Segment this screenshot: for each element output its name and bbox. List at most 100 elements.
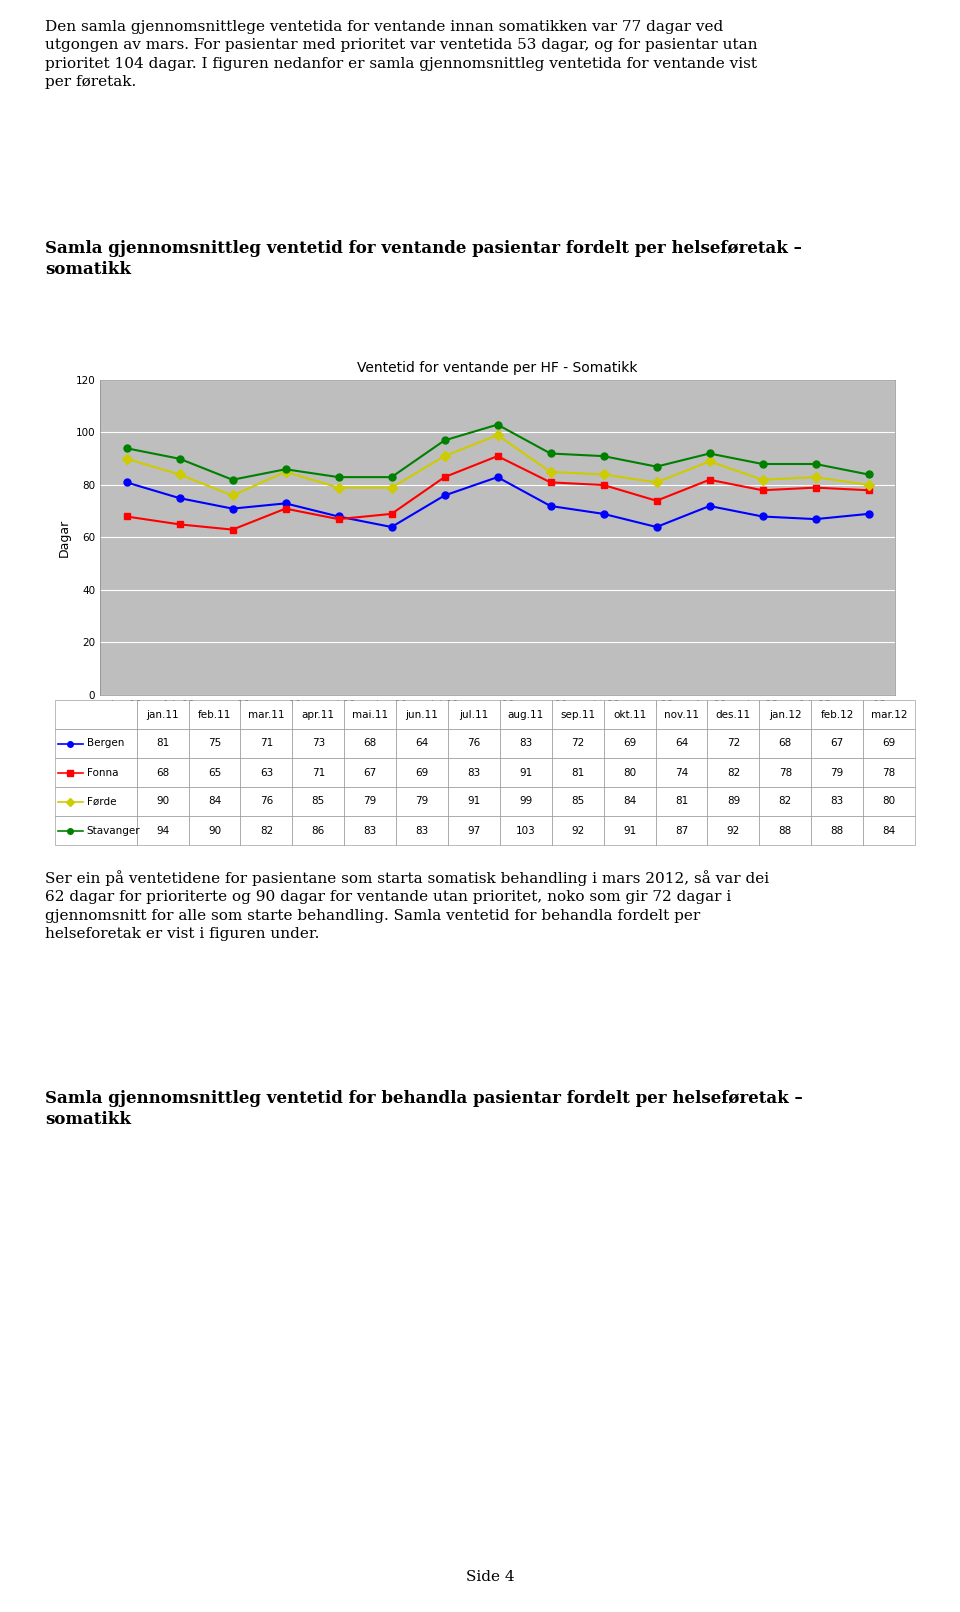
Text: apr.11: apr.11 <box>301 709 335 719</box>
Bar <box>345 729 396 758</box>
Text: 84: 84 <box>882 825 896 835</box>
Text: 81: 81 <box>675 796 688 806</box>
Bar <box>396 816 448 845</box>
Text: 79: 79 <box>830 767 844 777</box>
Bar <box>552 729 604 758</box>
Text: Ser ein på ventetidene for pasientane som starta somatisk behandling i mars 2012: Ser ein på ventetidene for pasientane so… <box>45 870 769 941</box>
Bar <box>552 816 604 845</box>
Bar <box>55 758 136 787</box>
Bar <box>759 700 811 729</box>
Text: 71: 71 <box>312 767 324 777</box>
Bar <box>240 816 293 845</box>
Text: 91: 91 <box>519 767 533 777</box>
Bar <box>656 816 708 845</box>
Bar <box>552 787 604 816</box>
Text: 82: 82 <box>727 767 740 777</box>
Bar <box>55 816 136 845</box>
Bar <box>604 787 656 816</box>
Text: 85: 85 <box>571 796 585 806</box>
Text: 68: 68 <box>364 738 377 748</box>
Text: 79: 79 <box>416 796 429 806</box>
Text: 69: 69 <box>882 738 896 748</box>
Bar <box>448 700 500 729</box>
Bar <box>240 729 293 758</box>
Text: 76: 76 <box>468 738 481 748</box>
Bar <box>811 729 863 758</box>
Bar <box>708 729 759 758</box>
Text: 83: 83 <box>830 796 844 806</box>
Text: des.11: des.11 <box>716 709 751 719</box>
Text: 92: 92 <box>571 825 585 835</box>
Text: Fonna: Fonna <box>86 767 118 777</box>
Bar <box>293 787 345 816</box>
Text: 83: 83 <box>364 825 377 835</box>
Text: 90: 90 <box>208 825 221 835</box>
Text: 89: 89 <box>727 796 740 806</box>
Text: 99: 99 <box>519 796 533 806</box>
Title: Ventetid for ventande per HF - Somatikk: Ventetid for ventande per HF - Somatikk <box>357 361 637 374</box>
Bar <box>863 787 915 816</box>
Bar <box>55 729 136 758</box>
Text: mai.11: mai.11 <box>352 709 388 719</box>
Bar <box>448 758 500 787</box>
Text: nov.11: nov.11 <box>664 709 699 719</box>
Bar <box>708 787 759 816</box>
Text: 76: 76 <box>260 796 273 806</box>
Bar <box>811 700 863 729</box>
Text: 86: 86 <box>312 825 324 835</box>
Bar <box>500 787 552 816</box>
Bar <box>188 729 240 758</box>
Text: feb.11: feb.11 <box>198 709 231 719</box>
Bar <box>188 816 240 845</box>
Text: 72: 72 <box>571 738 585 748</box>
Bar <box>293 729 345 758</box>
Bar <box>345 700 396 729</box>
Bar <box>708 758 759 787</box>
Bar <box>759 787 811 816</box>
Bar <box>500 816 552 845</box>
Text: 69: 69 <box>416 767 429 777</box>
Text: okt.11: okt.11 <box>613 709 646 719</box>
Text: Samla gjennomsnittleg ventetid for behandla pasientar fordelt per helseføretak –: Samla gjennomsnittleg ventetid for behan… <box>45 1090 803 1128</box>
Text: 78: 78 <box>882 767 896 777</box>
Text: 92: 92 <box>727 825 740 835</box>
Text: 71: 71 <box>260 738 273 748</box>
Bar <box>552 758 604 787</box>
Text: 81: 81 <box>571 767 585 777</box>
Bar <box>500 758 552 787</box>
Bar <box>656 700 708 729</box>
Bar <box>604 700 656 729</box>
Bar <box>240 758 293 787</box>
Text: 79: 79 <box>364 796 377 806</box>
Text: 103: 103 <box>516 825 536 835</box>
Bar <box>759 758 811 787</box>
Text: 63: 63 <box>260 767 273 777</box>
Text: 68: 68 <box>156 767 169 777</box>
Bar <box>396 758 448 787</box>
Bar <box>136 758 188 787</box>
Bar <box>500 700 552 729</box>
Bar <box>448 816 500 845</box>
Bar <box>759 816 811 845</box>
Bar <box>293 758 345 787</box>
Text: jul.11: jul.11 <box>459 709 489 719</box>
Text: 67: 67 <box>364 767 377 777</box>
Bar <box>811 787 863 816</box>
Bar <box>863 758 915 787</box>
Bar <box>604 729 656 758</box>
Text: 69: 69 <box>623 738 636 748</box>
Bar <box>136 787 188 816</box>
Bar <box>604 758 656 787</box>
Bar <box>136 729 188 758</box>
Text: jan.11: jan.11 <box>146 709 179 719</box>
Bar <box>656 787 708 816</box>
Bar <box>188 787 240 816</box>
Text: 88: 88 <box>830 825 844 835</box>
Text: 67: 67 <box>830 738 844 748</box>
Bar <box>188 700 240 729</box>
Text: Stavanger: Stavanger <box>86 825 140 835</box>
Bar <box>345 787 396 816</box>
Text: 68: 68 <box>779 738 792 748</box>
Text: 83: 83 <box>416 825 429 835</box>
Bar <box>656 758 708 787</box>
